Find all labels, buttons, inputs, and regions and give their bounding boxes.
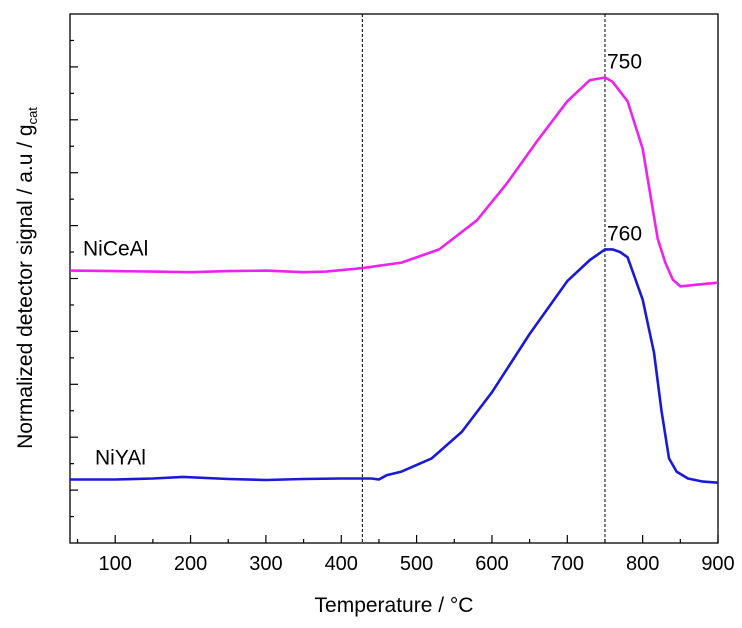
series-label-niyal: NiYAl — [95, 447, 146, 470]
reference-lines — [361, 14, 606, 543]
series-line-niceal — [69, 76, 719, 288]
x-tick-label: 800 — [626, 553, 659, 575]
series-line-niyal — [70, 248, 719, 484]
peak-labels: 750 760 — [607, 50, 642, 245]
x-tick-label: 300 — [249, 553, 282, 575]
series-labels: NiCeAl NiYAl — [83, 238, 148, 470]
svg-text:Normalized detector signal / a: Normalized detector signal / a.u / gcat — [14, 107, 40, 449]
x-tick-label: 200 — [174, 553, 207, 575]
x-tick-label: 900 — [701, 553, 734, 575]
x-axis-tick-labels: 100 200 300 400 500 600 700 800 900 — [99, 553, 735, 575]
y-axis-title-subscript: cat — [25, 107, 40, 125]
y-axis-title-main: Normalized detector signal / a.u / g — [14, 124, 37, 449]
x-axis-ticks — [76, 535, 719, 543]
y-axis-ticks — [70, 39, 78, 518]
peak-label-niyal: 760 — [607, 222, 642, 245]
peak-label-niceal: 750 — [607, 50, 642, 73]
x-tick-label: 700 — [551, 553, 584, 575]
x-tick-label: 400 — [325, 553, 358, 575]
x-tick-label: 500 — [400, 553, 433, 575]
series-label-niceal: NiCeAl — [83, 238, 148, 261]
x-tick-label: 100 — [99, 553, 132, 575]
series-layer — [69, 76, 719, 484]
x-axis-title: Temperature / °C — [315, 594, 474, 617]
x-tick-label: 600 — [475, 553, 508, 575]
y-axis-title: Normalized detector signal / a.u / gcat — [14, 107, 40, 449]
